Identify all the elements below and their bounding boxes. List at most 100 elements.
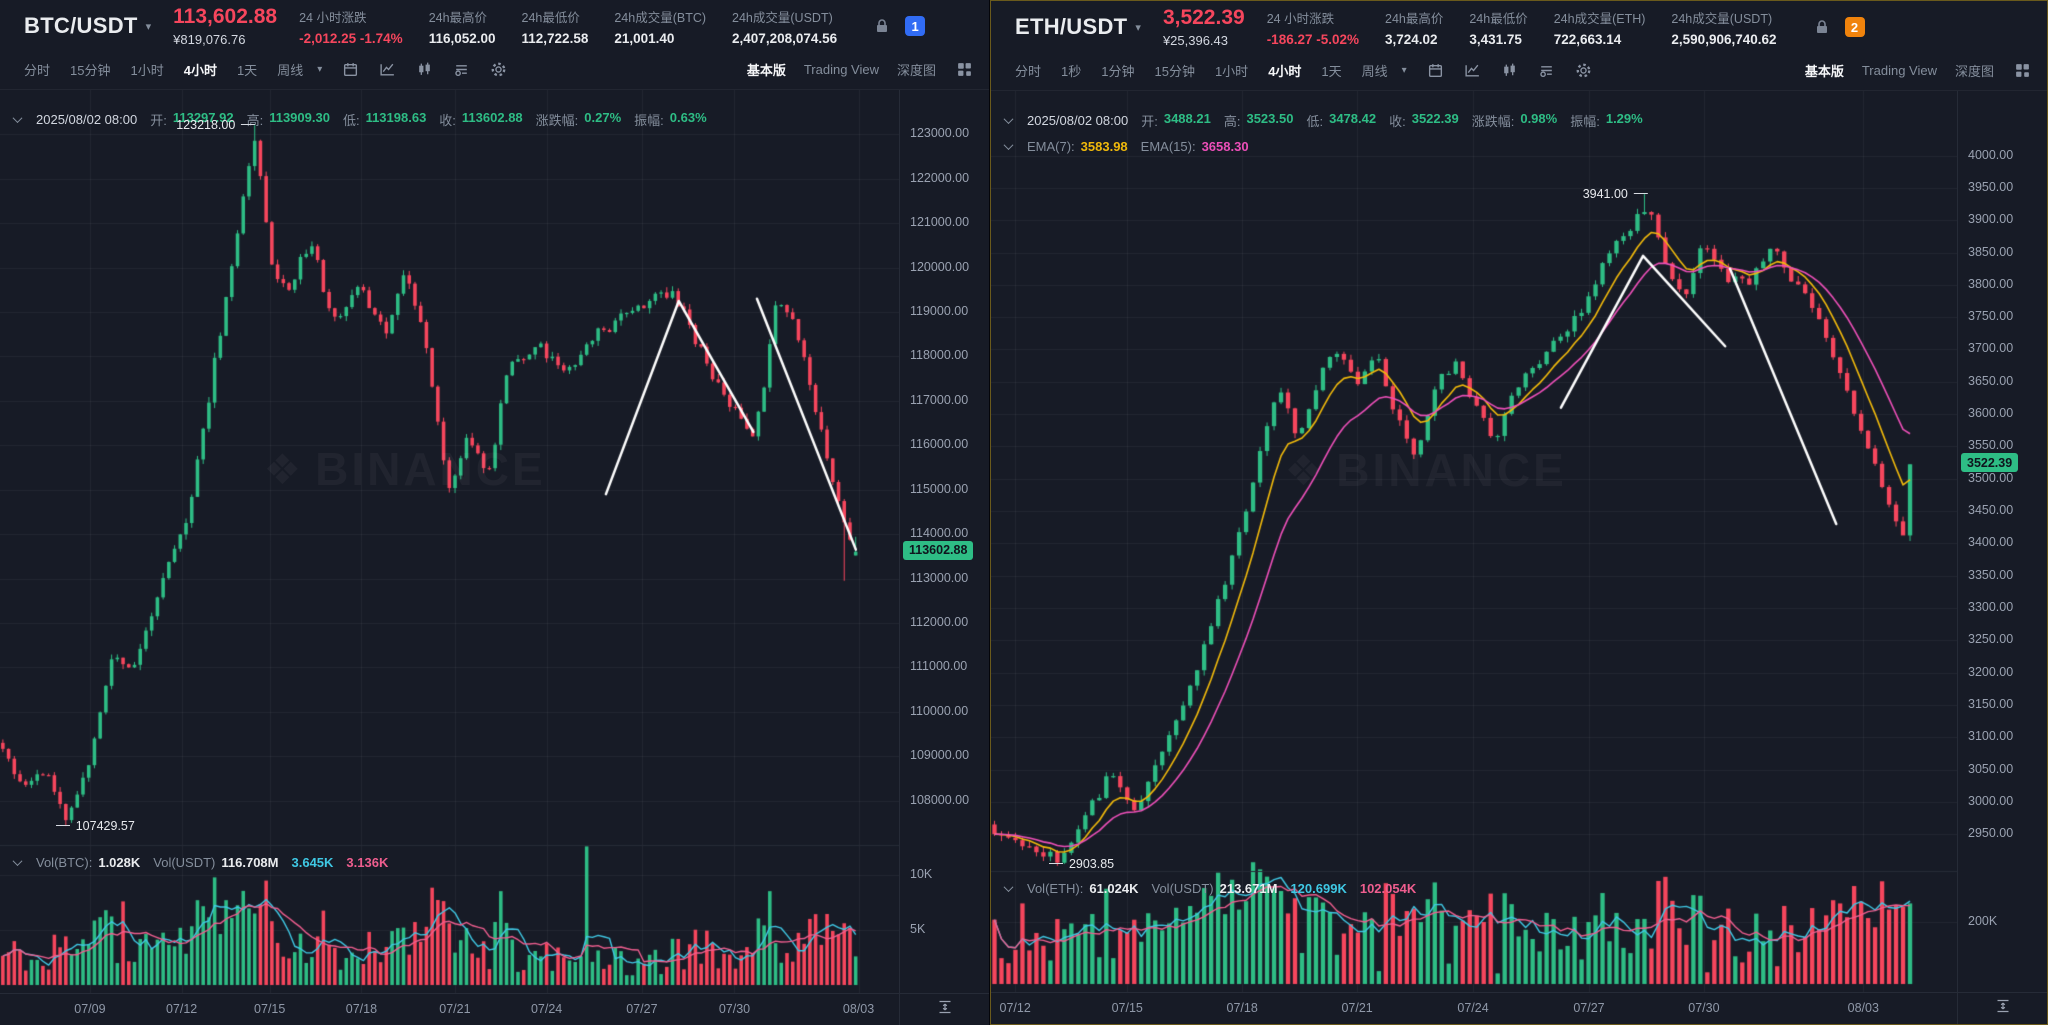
eth-candlestick-canvas[interactable] [991,91,1957,992]
price-tick: 108000.00 [910,792,970,807]
layout-grid-icon[interactable] [2014,62,2031,79]
calendar-icon[interactable] [342,61,359,78]
btc-symbol-selector[interactable]: BTC/USDT ▾ [24,13,151,39]
view-tab-Trading View[interactable]: Trading View [1861,63,1937,78]
time-tick: 07/24 [1457,1001,1489,1015]
info-pair: EMA(15): 3658.30 [1140,139,1249,154]
eth-time-axis[interactable]: 07/12 07/15 07/18 07/21 07/24 07/27 07/30 08/03 [991,992,2047,1024]
interval-list: 分时 15分钟 1小时 4小时 1天 周线 [24,60,303,79]
interval-list: 分时 1秒 1分钟 15分钟 1小时 4小时 1天 周线 [1015,61,1388,80]
price-tick: 121000.00 [910,215,970,230]
eth-price-axis[interactable]: 3522.39 4000.00 3950.00 3900.00 3850.00 3800… [1957,91,2047,992]
btc-candlestick-canvas[interactable] [0,90,899,993]
price-tick: 109000.00 [910,748,970,763]
time-tick: 07/21 [1341,1001,1373,1015]
indicators-icon[interactable] [1538,62,1555,79]
interval-1秒[interactable]: 1秒 [1061,64,1082,79]
info-pair: 收: 3522.39 [1389,111,1459,129]
price-tick: 115000.00 [910,481,969,496]
eth-chart-region: ❖ BINANCE 2025/08/02 08:00 开:3488.21高:35… [991,91,2047,992]
collapse-chevron-icon[interactable] [12,113,23,124]
view-tab-深度图[interactable]: 深度图 [1954,64,1994,79]
header-stat: 24h成交量(ETH) 722,663.14 [1553,11,1646,47]
time-tick: 07/18 [345,1002,378,1016]
time-tick: 07/30 [718,1002,751,1016]
interval-15分钟[interactable]: 15分钟 [1154,64,1195,79]
interval-1天[interactable]: 1天 [1321,64,1342,79]
info-pair: 102.054K [1359,881,1417,896]
price-tick: 119000.00 [910,304,969,319]
interval-周线[interactable]: 周线 [1361,64,1388,79]
price-tick: 113000.00 [910,570,969,585]
info-pair: 3.645K [291,855,334,870]
price-tick: 3650.00 [1968,373,2014,388]
time-tick: 07/09 [74,1002,106,1016]
ohlc-pairs: 开: 3488.21 高: 3523.50 低: 3478.42 收: 3522.39 涨跌幅:… [1141,111,1643,130]
info-pair: 低: 113198.63 [342,110,427,128]
eth-symbol-selector[interactable]: ETH/USDT ▾ [1015,14,1141,40]
header-stats: 24 小时涨跌 -186.27 -5.02% 24h最高价 3,724.02 24h最低… [1267,8,1777,47]
eth-header: ETH/USDT ▾ 3,522.39 ¥25,396.43 24 小时涨跌 -1… [991,1,2047,51]
btc-price-axis[interactable]: 113602.88 123000.00 122000.00 121000.00 120… [899,90,989,993]
collapse-chevron-icon[interactable] [12,856,23,867]
btc-chart-region: ❖ BINANCE 2025/08/02 08:00 开:113297.92高:… [0,90,989,993]
view-tab-Trading View[interactable]: Trading View [803,62,879,77]
interval-4小时[interactable]: 4小时 [1268,64,1302,79]
settings-gear-icon[interactable] [1575,62,1592,79]
info-pair: 低: 3478.42 [1306,111,1377,129]
interval-分时[interactable]: 分时 [1015,64,1042,79]
layout-grid-icon[interactable] [956,61,973,78]
indicators-icon[interactable] [453,61,470,78]
lock-icon[interactable] [1813,18,1831,36]
calendar-icon[interactable] [1427,62,1444,79]
ema-pairs: EMA(7): 3583.98 EMA(15): 3658.30 [1027,139,1249,154]
settings-gear-icon[interactable] [490,61,507,78]
more-intervals-icon[interactable]: ▾ [1401,65,1407,76]
panel-btcusdt: BTC/USDT ▾ 113,602.88 ¥819,076.76 24 小时涨… [0,0,990,1025]
collapse-chevron-icon[interactable] [1003,114,1014,125]
interval-4小时[interactable]: 4小时 [183,63,217,78]
panel-ethusdt: ETH/USDT ▾ 3,522.39 ¥25,396.43 24 小时涨跌 -1… [990,0,2048,1025]
more-intervals-icon[interactable]: ▾ [317,64,323,75]
btc-time-axis[interactable]: 07/09 07/12 07/15 07/18 07/21 07/24 07/27 07/30… [0,993,989,1025]
view-tab-基本版[interactable]: 基本版 [1804,64,1844,79]
panel-number-badge[interactable]: 1 [905,16,926,36]
interval-1小时[interactable]: 1小时 [130,63,164,78]
info-pair: Vol(USDT) 116.708M [153,855,279,870]
interval-15分钟[interactable]: 15分钟 [70,63,111,78]
candlestick-icon[interactable] [1501,62,1518,79]
ohlc-row: 2025/08/02 08:00 开: 3488.21 高: 3523.50 低: 347… [1003,111,1643,130]
header-stat: 24h最低价 3,431.75 [1469,11,1528,47]
price-tick: 114000.00 [910,526,969,541]
price-tick: 120000.00 [910,259,970,274]
view-tab-基本版[interactable]: 基本版 [746,63,786,78]
lock-icon[interactable] [873,17,891,35]
volume-tick: 5K [910,922,926,936]
info-pair: 涨跌幅: 0.27% [535,110,622,128]
candlestick-icon[interactable] [416,61,433,78]
header-stat: 24h最高价 116,052.00 [428,10,496,46]
eth-symbol: ETH/USDT [1015,14,1128,39]
interval-1分钟[interactable]: 1分钟 [1101,64,1135,79]
scale-reset-icon[interactable] [937,999,953,1020]
interval-分时[interactable]: 分时 [24,63,51,78]
collapse-chevron-icon[interactable] [1003,140,1014,151]
panel-number-badge[interactable]: 2 [1844,17,1865,37]
price-tick: 3600.00 [1968,406,2014,421]
header-stat: 24h成交量(USDT) 2,407,208,074.56 [732,10,838,46]
line-chart-icon[interactable] [379,61,396,78]
interval-1天[interactable]: 1天 [236,63,258,78]
eth-current-price-tag: 3522.39 [1961,453,2019,473]
price-annotation: 107429.57 [55,819,135,833]
price-tick: 122000.00 [910,170,970,185]
interval-周线[interactable]: 周线 [277,63,304,78]
price-tick: 3000.00 [1968,793,2014,808]
volume-tick: 10K [910,867,933,881]
interval-1小时[interactable]: 1小时 [1214,64,1249,79]
view-tab-深度图[interactable]: 深度图 [896,63,936,78]
line-chart-icon[interactable] [1464,62,1481,79]
collapse-chevron-icon[interactable] [1003,882,1014,893]
price-annotation: 3941.00 [1583,187,1648,201]
scale-reset-icon[interactable] [1995,998,2011,1019]
volume-tick: 200K [1968,914,1998,928]
